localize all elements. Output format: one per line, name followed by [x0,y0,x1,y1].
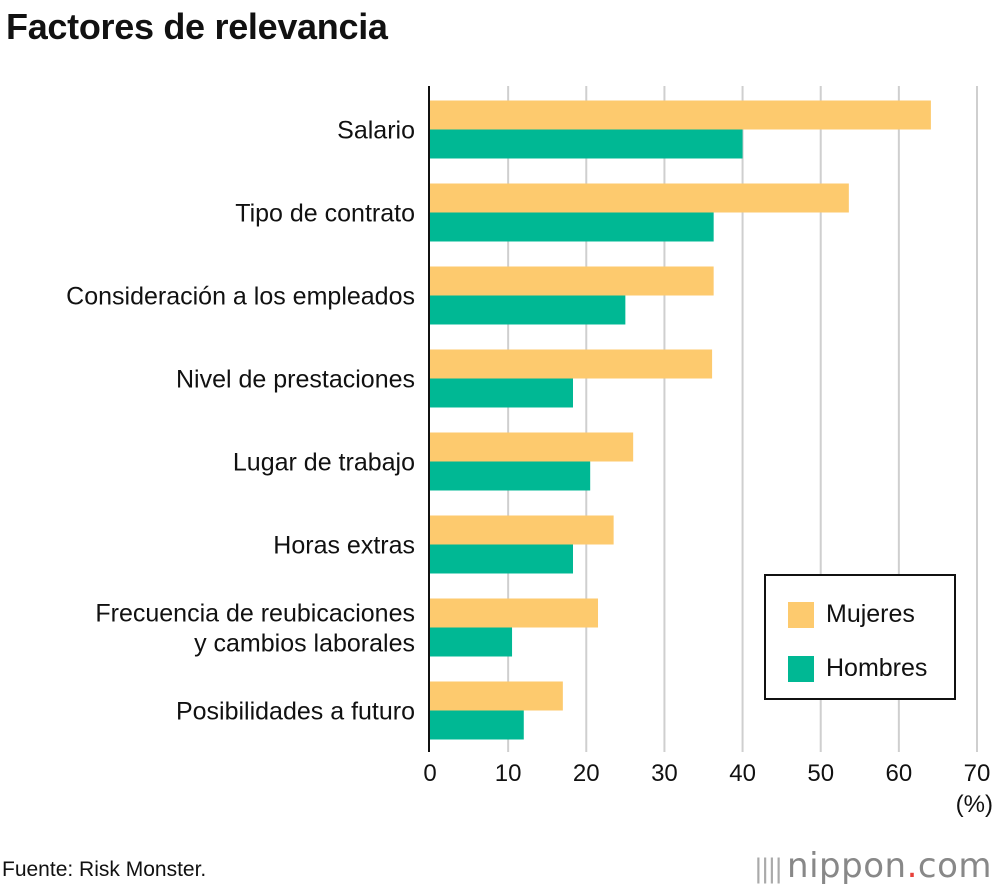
bar-hombres [430,544,574,574]
x-tick-label: 10 [495,760,522,787]
bar-hombres [430,212,714,242]
bars [430,100,931,740]
legend-item-mujeres: Mujeres [788,600,915,629]
x-tick-label: 20 [573,760,600,787]
bar-mujeres [430,681,563,711]
category-label: Frecuencia de reubicaciones [95,600,415,628]
x-tick-label: 40 [729,760,756,787]
x-tick-label: 70 [964,760,991,787]
category-label: y cambios laborales [194,630,415,658]
brand-mark-icon: |||| [754,854,783,884]
x-tick-labels: 0 10 20 30 40 50 60 70 [423,760,990,787]
category-label: Posibilidades a futuro [176,698,415,726]
brand-dot: . [906,846,918,886]
brand-name: nippon [787,846,907,886]
bar-mujeres [430,598,599,628]
category-label: Lugar de trabajo [233,449,415,477]
legend-swatch-mujeres [788,601,814,628]
bar-hombres [430,710,524,740]
category-label: Horas extras [273,532,415,560]
bar-mujeres [430,100,931,130]
category-label: Salario [337,117,415,145]
category-label: Tipo de contrato [235,200,415,228]
x-tick-label: 60 [886,760,913,787]
bar-mujeres [430,349,713,379]
bar-mujeres [430,432,634,462]
legend: Mujeres Hombres [764,574,956,700]
x-tick-label: 0 [423,760,436,787]
bar-hombres [430,378,574,408]
brand-tld: com [917,846,992,886]
x-tick-label: 50 [807,760,834,787]
chart-title: Factores de relevancia [6,6,388,47]
x-tick-label: 30 [651,760,678,787]
legend-label-mujeres: Mujeres [826,600,915,628]
source-note: Fuente: Risk Monster. [2,858,207,881]
legend-label-hombres: Hombres [826,654,928,682]
bar-hombres [430,461,591,491]
bar-hombres [430,295,626,325]
category-label: Consideración a los empleados [66,283,415,311]
bar-hombres [430,129,743,159]
legend-item-hombres: Hombres [788,654,927,683]
x-unit-label: (%) [956,791,993,818]
category-label: Nivel de prestaciones [176,366,415,394]
category-labels: Salario Tipo de contrato Consideración a l… [66,117,415,726]
bar-mujeres [430,515,614,545]
legend-swatch-hombres [788,655,814,682]
brand-logo: |||| nippon.com [754,846,992,886]
bar-mujeres [430,266,714,296]
bar-hombres [430,627,513,657]
bar-mujeres [430,183,849,213]
